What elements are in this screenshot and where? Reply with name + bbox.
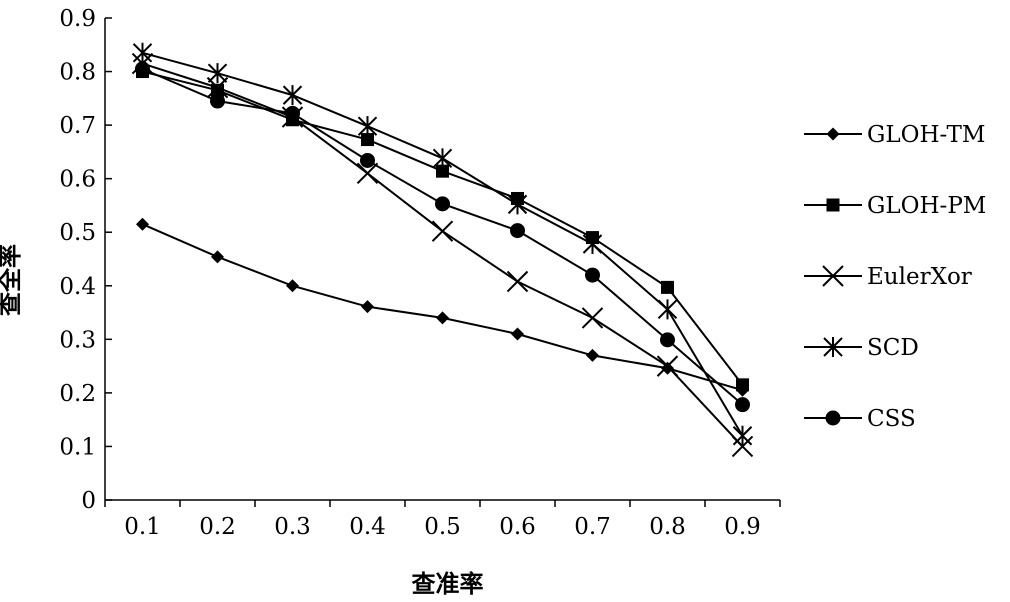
x-tick-label: 0.1	[124, 514, 161, 540]
x-tick-label: 0.8	[649, 514, 686, 540]
series-line-gloh-tm	[142, 223, 743, 392]
x-tick-label: 0.5	[424, 514, 461, 540]
legend-label: GLOH-PM	[867, 193, 986, 219]
series-css	[135, 61, 750, 413]
axes: 00.10.20.30.40.50.60.70.80.9 0.1 0.2 0.3 0.…	[59, 6, 781, 540]
data-point-scd	[732, 425, 753, 446]
x-tick-label: 0.4	[349, 514, 386, 540]
legend-item-css: CSS	[804, 406, 916, 432]
legend-item-scd: SCD	[804, 335, 919, 361]
x-tick-label: 0.2	[199, 514, 236, 540]
y-tick-label: 0.3	[59, 327, 96, 353]
y-ticks: 0 0.1 0.2 0.3 0.4 0.5 0.6 0.7 0.8 0.9	[59, 6, 112, 514]
data-point-scd	[507, 194, 528, 215]
data-point-css	[210, 93, 225, 109]
series-gloh-pm	[136, 65, 749, 392]
data-point-scd	[132, 42, 153, 63]
x-tick-label: 0.6	[499, 514, 536, 540]
series-gloh-tm	[136, 217, 749, 397]
data-point-eulerxor	[656, 355, 679, 377]
data-point-gloh-tm	[286, 279, 299, 293]
data-point-css	[585, 267, 600, 283]
data-point-eulerxor	[581, 307, 604, 329]
data-point-css	[435, 196, 450, 212]
legend-marker-css	[825, 410, 841, 426]
data-point-gloh-pm	[661, 280, 674, 294]
legend-item-gloh-pm: GLOH-PM	[804, 193, 986, 219]
data-point-scd	[432, 148, 453, 169]
y-tick-label: 0.5	[59, 220, 96, 246]
series-line-scd	[142, 51, 744, 437]
y-axis-title: 查全率	[0, 244, 24, 316]
data-point-css	[510, 223, 525, 239]
data-point-css	[360, 152, 375, 168]
x-axis-title: 查准率	[412, 570, 484, 598]
data-point-scd	[657, 299, 678, 320]
y-tick-label: 0	[81, 488, 96, 514]
data-point-eulerxor	[431, 220, 454, 242]
legend: GLOH-TM GLOH-PM EulerXor SCD CSS	[804, 122, 986, 432]
legend-label: SCD	[867, 335, 919, 361]
x-tick-label: 0.9	[724, 514, 761, 540]
legend-label: GLOH-TM	[867, 122, 985, 148]
data-point-eulerxor	[356, 162, 379, 185]
legend-item-eulerxor: EulerXor	[804, 264, 972, 290]
data-point-css	[135, 61, 150, 77]
series-line-eulerxor	[142, 62, 744, 448]
series-eulerxor	[131, 52, 754, 458]
y-tick-label: 0.6	[59, 167, 96, 193]
series-scd	[132, 42, 753, 446]
data-point-gloh-pm	[436, 164, 449, 178]
legend-marker-gloh-tm	[826, 127, 840, 141]
y-tick-label: 0.4	[59, 274, 96, 300]
data-point-gloh-tm	[136, 217, 149, 231]
legend-item-gloh-tm: GLOH-TM	[804, 122, 985, 148]
data-point-css	[285, 105, 300, 121]
legend-marker-scd	[823, 337, 843, 357]
y-tick-label: 0.8	[59, 60, 96, 86]
y-tick-label: 0.9	[59, 6, 96, 32]
data-point-scd	[582, 234, 603, 255]
y-tick-label: 0.1	[59, 434, 96, 460]
data-point-gloh-tm	[361, 300, 374, 314]
y-tick-label: 0.7	[59, 113, 96, 139]
data-point-eulerxor	[506, 270, 529, 293]
y-tick-label: 0.2	[59, 381, 96, 407]
data-point-scd	[357, 116, 378, 137]
x-tick-label: 0.7	[574, 514, 611, 540]
data-point-gloh-tm	[211, 250, 224, 264]
legend-label: CSS	[867, 406, 916, 432]
data-point-gloh-tm	[436, 311, 449, 325]
x-tick-label: 0.3	[274, 514, 311, 540]
data-point-gloh-tm	[511, 327, 524, 341]
legend-marker-eulerxor	[822, 265, 844, 287]
legend-label: EulerXor	[867, 264, 972, 290]
series-layer	[131, 42, 754, 458]
series-line-css	[142, 67, 744, 406]
data-point-css	[735, 397, 750, 413]
data-point-gloh-pm	[361, 133, 374, 147]
data-point-css	[660, 332, 675, 348]
data-point-scd	[282, 85, 303, 106]
data-point-gloh-pm	[736, 378, 749, 392]
data-point-gloh-tm	[586, 348, 599, 362]
series-line-gloh-pm	[142, 70, 744, 386]
data-point-eulerxor	[731, 435, 754, 458]
x-ticks: 0.1 0.2 0.3 0.4 0.5 0.6 0.7 0.8 0.9	[104, 500, 781, 540]
legend-marker-gloh-pm	[826, 198, 840, 212]
data-point-scd	[207, 63, 228, 84]
